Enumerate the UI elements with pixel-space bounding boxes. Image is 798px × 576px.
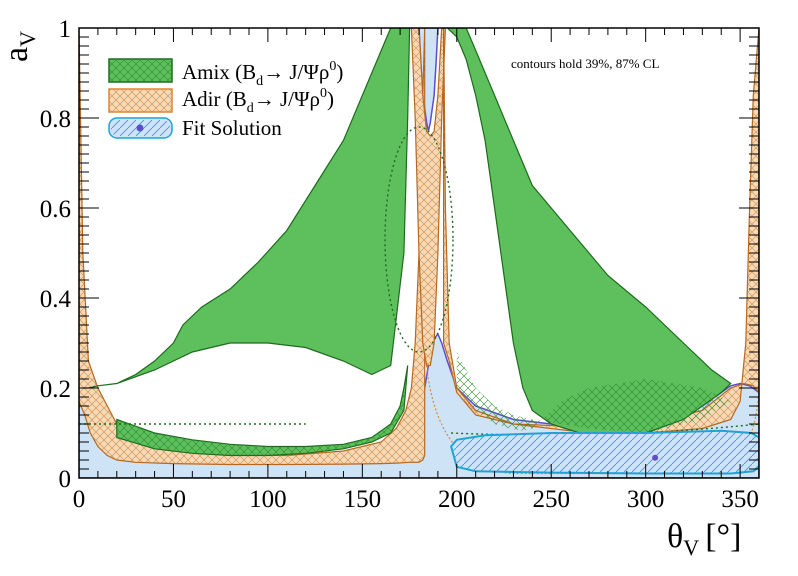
x-tick-label: 0 <box>73 486 86 513</box>
legend-label-adir: Adir (Bd→ J/Ψρ0) <box>182 86 334 116</box>
x-tick-label: 250 <box>532 486 570 513</box>
legend-marker-fit <box>136 124 144 132</box>
x-tick-label: 350 <box>721 486 759 513</box>
y-axis-title: aV <box>0 31 40 62</box>
y-tick-label: 0 <box>59 466 72 493</box>
adir-hatch-adir-outer-left <box>79 28 425 465</box>
tick-labels: 0 50 100 150 200 250 300 350 0 0.2 0.4 0.6 0.8 1 <box>40 16 759 513</box>
y-tick-label: 0.4 <box>40 286 72 313</box>
x-tick-label: 150 <box>344 486 382 513</box>
y-tick-label: 0.2 <box>40 376 71 403</box>
regions <box>79 28 759 478</box>
annotation-note: contours hold 39%, 87% CL <box>511 56 659 71</box>
x-tick-label: 100 <box>249 486 287 513</box>
legend-hatch-adir <box>109 89 172 112</box>
fit-point <box>652 454 659 461</box>
legend-hatch-amix <box>109 59 172 82</box>
adir-hatch-adir-outer-right <box>443 28 759 433</box>
legend: Amix (Bd→ J/Ψρ0) Adir (Bd→ J/Ψρ0) Fit So… <box>108 58 343 140</box>
amix-dotted-ellipse <box>384 126 454 353</box>
y-tick-label: 1 <box>59 16 72 43</box>
adir-hatch-adir-center-band <box>411 28 446 366</box>
x-tick-label: 50 <box>161 486 186 513</box>
x-axis-title: θV [°] <box>667 518 741 560</box>
fit-hatch-inner <box>451 430 759 474</box>
legend-label-amix: Amix (Bd→ J/Ψρ0) <box>182 59 343 89</box>
y-tick-label: 0.6 <box>40 196 71 223</box>
axis-ticks <box>78 27 760 479</box>
y-tick-label: 0.8 <box>40 106 71 133</box>
legend-label-fit: Fit Solution <box>182 116 282 140</box>
amix-region-left <box>82 28 411 389</box>
x-tick-label: 300 <box>627 486 665 513</box>
x-tick-label: 200 <box>438 486 476 513</box>
amix-hatch-right-inner <box>456 352 731 433</box>
